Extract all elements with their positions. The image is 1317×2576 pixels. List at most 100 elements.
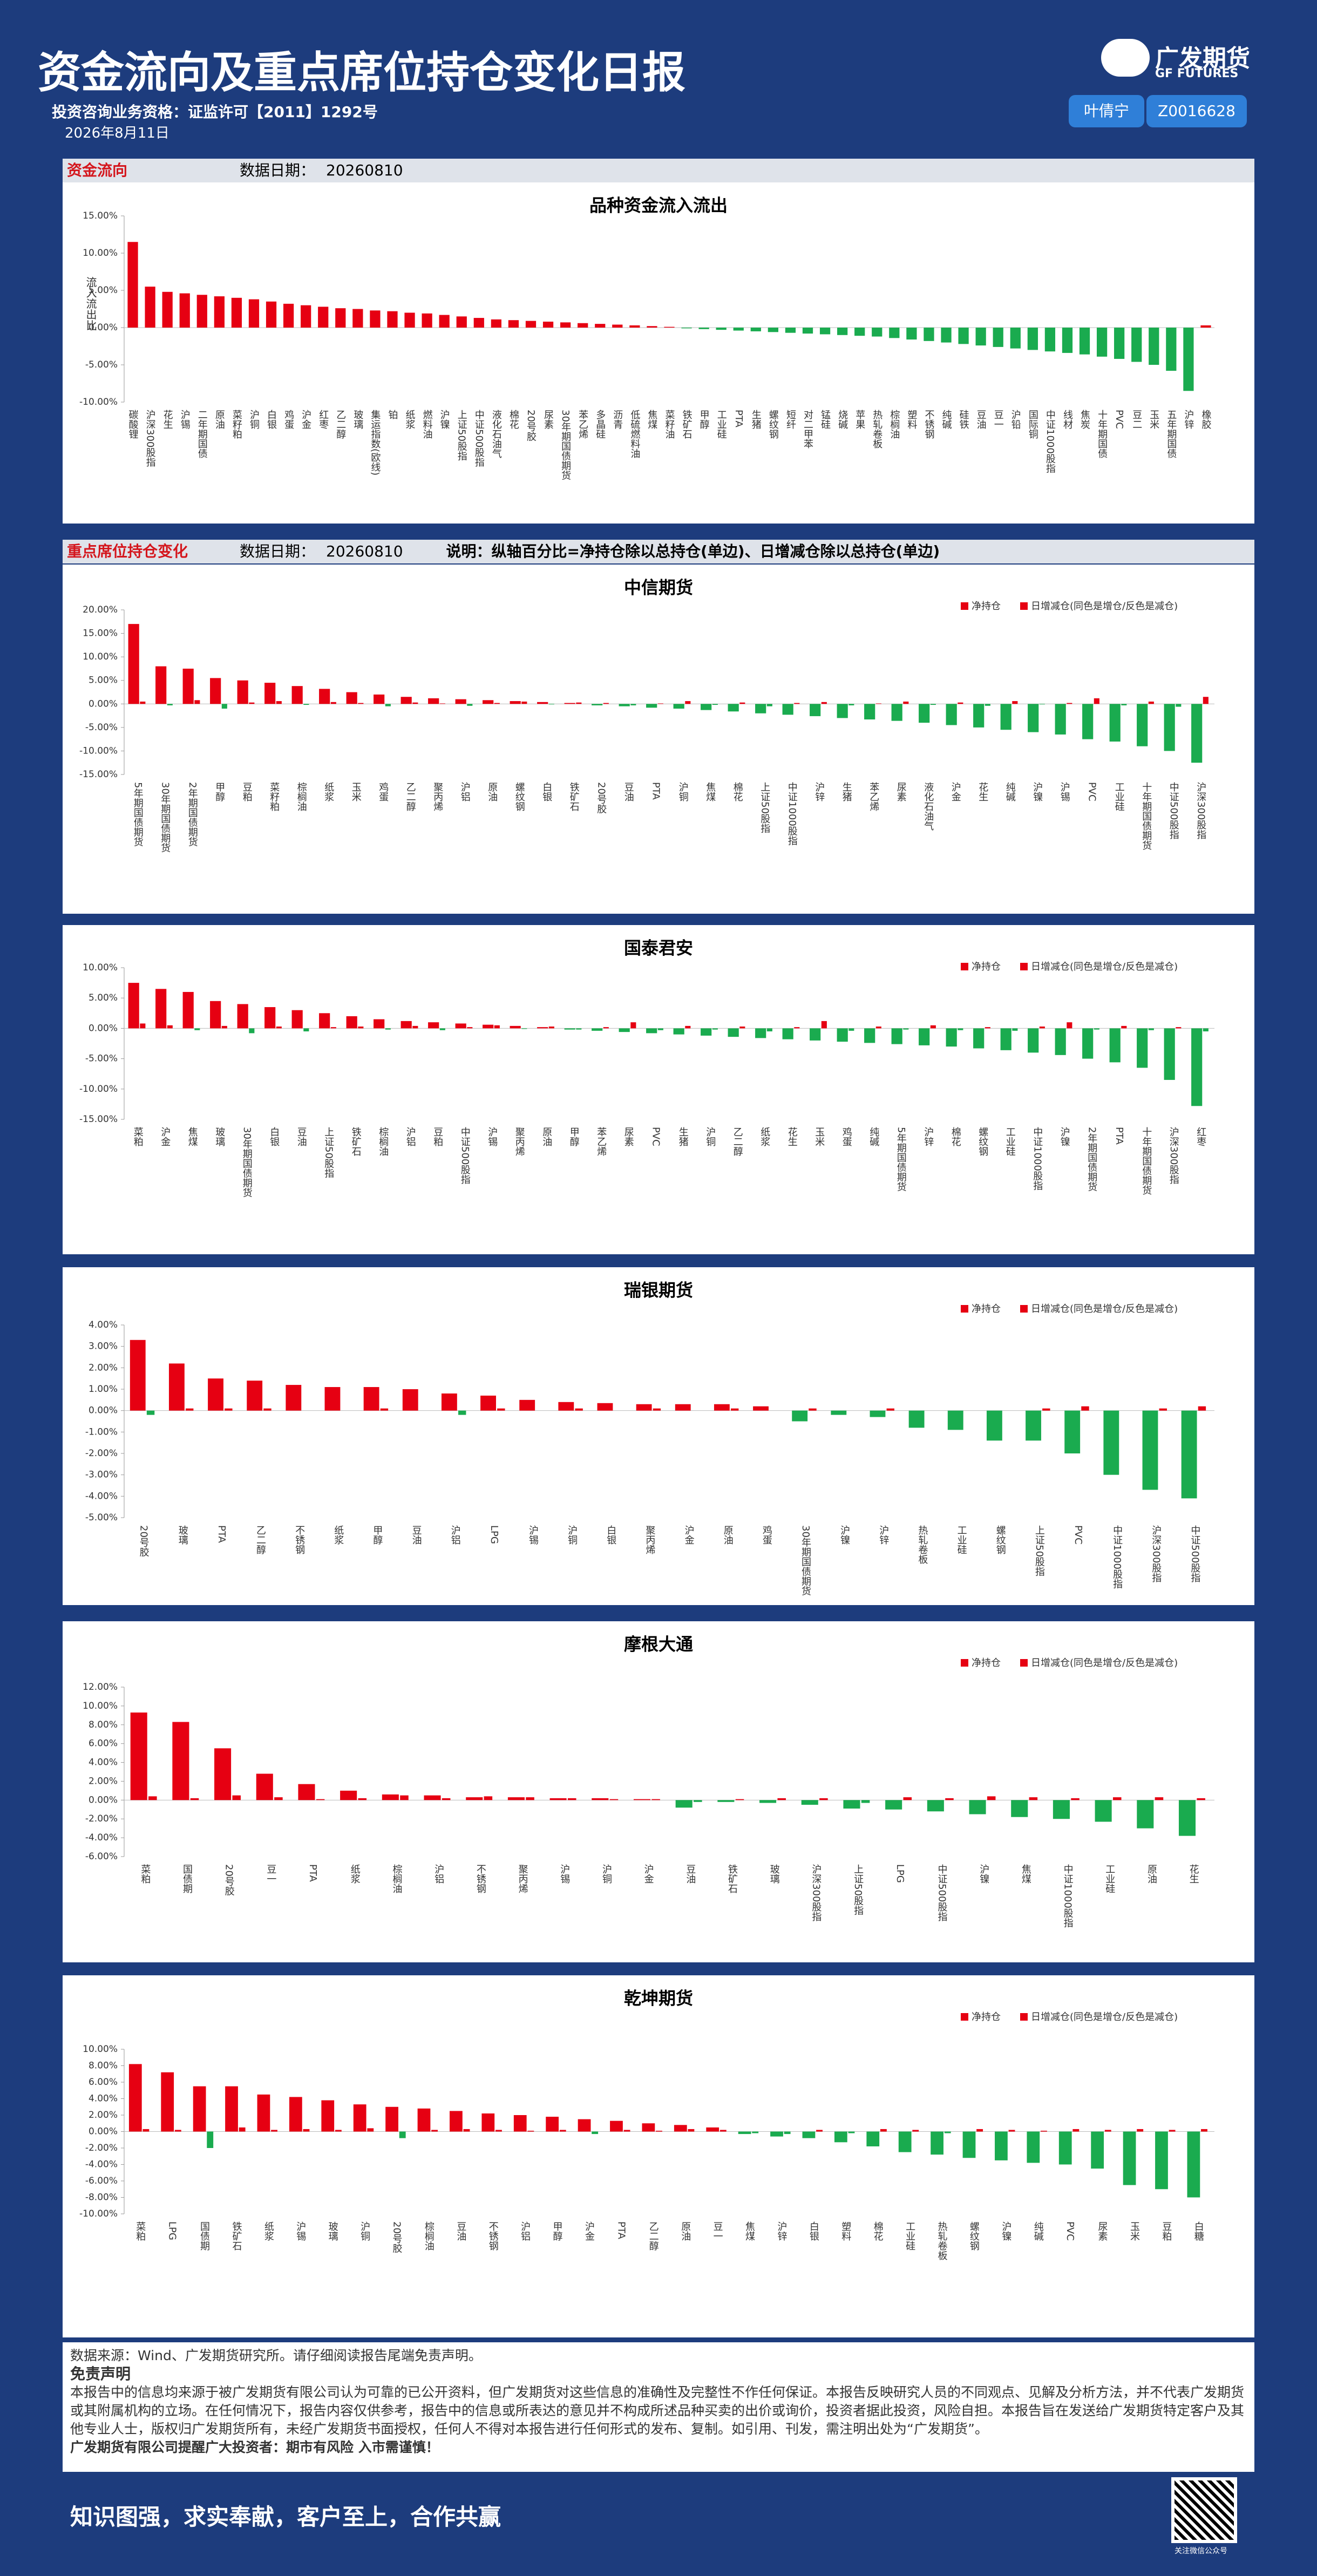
bar <box>944 2131 951 2133</box>
x-tick-label: 豆油 <box>411 1525 422 1545</box>
bar <box>782 704 793 715</box>
bar <box>335 308 346 328</box>
chart-panel <box>63 1975 1254 2337</box>
bar <box>906 328 917 340</box>
bar <box>239 2127 246 2132</box>
bar <box>387 311 398 328</box>
bar <box>651 1799 660 1800</box>
x-tick-label: 豆油 <box>296 1127 307 1146</box>
y-tick-label: 5.00% <box>89 285 118 296</box>
x-tick-label: 玉米 <box>350 782 362 801</box>
x-tick-label: 中证1000股指 <box>1062 1864 1074 1928</box>
bar <box>558 1402 574 1411</box>
bar <box>931 2131 943 2155</box>
x-tick-label: 沪锌 <box>922 1127 934 1146</box>
y-tick-label: 6.00% <box>89 2077 118 2088</box>
x-tick-label: 白糖 <box>1193 2221 1204 2241</box>
bar <box>559 2130 566 2132</box>
bar <box>802 2131 816 2138</box>
x-tick-label: 纸浆 <box>332 1525 344 1545</box>
x-tick-label: 线材 <box>1062 410 1073 429</box>
date-label: 数据日期： <box>240 161 316 179</box>
y-tick-label: 2.00% <box>89 2110 118 2120</box>
y-tick-label: 0.00% <box>89 2126 118 2137</box>
bar <box>837 1028 848 1042</box>
x-tick-label: 沪锌 <box>1183 410 1194 429</box>
x-tick-label: 上证50股指 <box>759 782 770 834</box>
chart-panel <box>63 565 1254 914</box>
bar <box>739 1027 745 1029</box>
x-tick-label: 纯碱 <box>868 1127 879 1147</box>
bar <box>385 704 391 706</box>
x-tick-label: 沪铜 <box>704 1127 716 1147</box>
bar <box>385 1028 391 1030</box>
x-tick-label: 中证500股指 <box>459 1127 471 1185</box>
bar <box>1062 328 1073 353</box>
bar <box>1121 704 1127 705</box>
x-tick-label: 豆二 <box>1131 410 1142 429</box>
x-tick-label: 国债期 <box>199 2221 210 2251</box>
bar <box>374 694 385 704</box>
x-tick-label: 五年期国债 <box>1165 410 1177 458</box>
bar <box>467 704 473 706</box>
x-tick-label: 聚丙烯 <box>432 782 443 811</box>
bar <box>712 1028 718 1030</box>
x-tick-label: 尿素 <box>895 782 907 801</box>
bar <box>467 1027 473 1029</box>
y-tick-label: 5.00% <box>89 675 118 686</box>
bar <box>1082 1028 1094 1059</box>
x-tick-label: 甲醇 <box>552 2221 563 2241</box>
bar <box>303 704 309 705</box>
x-tick-label: 沪金 <box>643 1864 654 1884</box>
section-header: 重点席位持仓变化 数据日期： 20260810 说明：纵轴百分比=净持仓除以总持仓(单… <box>63 540 1254 563</box>
y-tick-label: -15.00% <box>79 1114 118 1125</box>
bar <box>755 704 766 713</box>
bar <box>1079 328 1090 355</box>
x-tick-label: 豆一 <box>712 2221 723 2241</box>
bar <box>363 1387 379 1411</box>
bar <box>898 2131 912 2152</box>
chart-title: 乾坤期货 <box>624 1988 693 2009</box>
bar <box>172 1722 189 1800</box>
bar <box>1008 2130 1015 2132</box>
bar <box>510 701 521 704</box>
x-tick-label: 燃料油 <box>422 410 433 439</box>
x-tick-label: 菜粕 <box>134 2221 146 2241</box>
y-tick-label: 0.00% <box>89 1023 118 1034</box>
bar <box>739 702 745 704</box>
y-tick-label: -4.00% <box>85 1491 118 1501</box>
bar <box>182 991 194 1029</box>
bar <box>612 324 623 328</box>
bar <box>130 1712 147 1800</box>
bar <box>232 1795 241 1800</box>
bar <box>647 326 657 328</box>
bar <box>1137 704 1148 746</box>
x-tick-label: 豆一 <box>993 410 1004 429</box>
bar <box>784 2131 791 2135</box>
bar <box>576 702 582 704</box>
bar <box>519 1399 535 1411</box>
bar <box>834 2131 847 2143</box>
x-tick-label: 对二甲苯 <box>802 410 813 448</box>
x-tick-label: 白银 <box>605 1525 616 1545</box>
bar <box>146 1410 155 1415</box>
x-tick-label: 沪镍 <box>1000 2221 1011 2241</box>
x-tick-label: 工业硅 <box>1104 1864 1115 1893</box>
bar <box>792 1410 808 1422</box>
x-tick-label: 棕榈油 <box>888 410 900 439</box>
bar <box>510 1025 521 1029</box>
bar <box>1104 2130 1111 2132</box>
x-tick-label: 工业硅 <box>904 2221 915 2251</box>
x-tick-label: 中证1000股指 <box>1044 410 1056 474</box>
x-tick-label: 不锈钢 <box>923 410 934 439</box>
bar <box>286 1385 302 1411</box>
bar <box>1114 328 1125 359</box>
bar <box>985 1027 990 1029</box>
x-tick-label: 沪铜 <box>601 1864 612 1884</box>
y-tick-label: -4.00% <box>85 1832 118 1843</box>
bar <box>995 2131 1008 2160</box>
x-tick-label: 热轧卷板 <box>917 1525 928 1564</box>
y-tick-label: 3.00% <box>89 1341 118 1352</box>
